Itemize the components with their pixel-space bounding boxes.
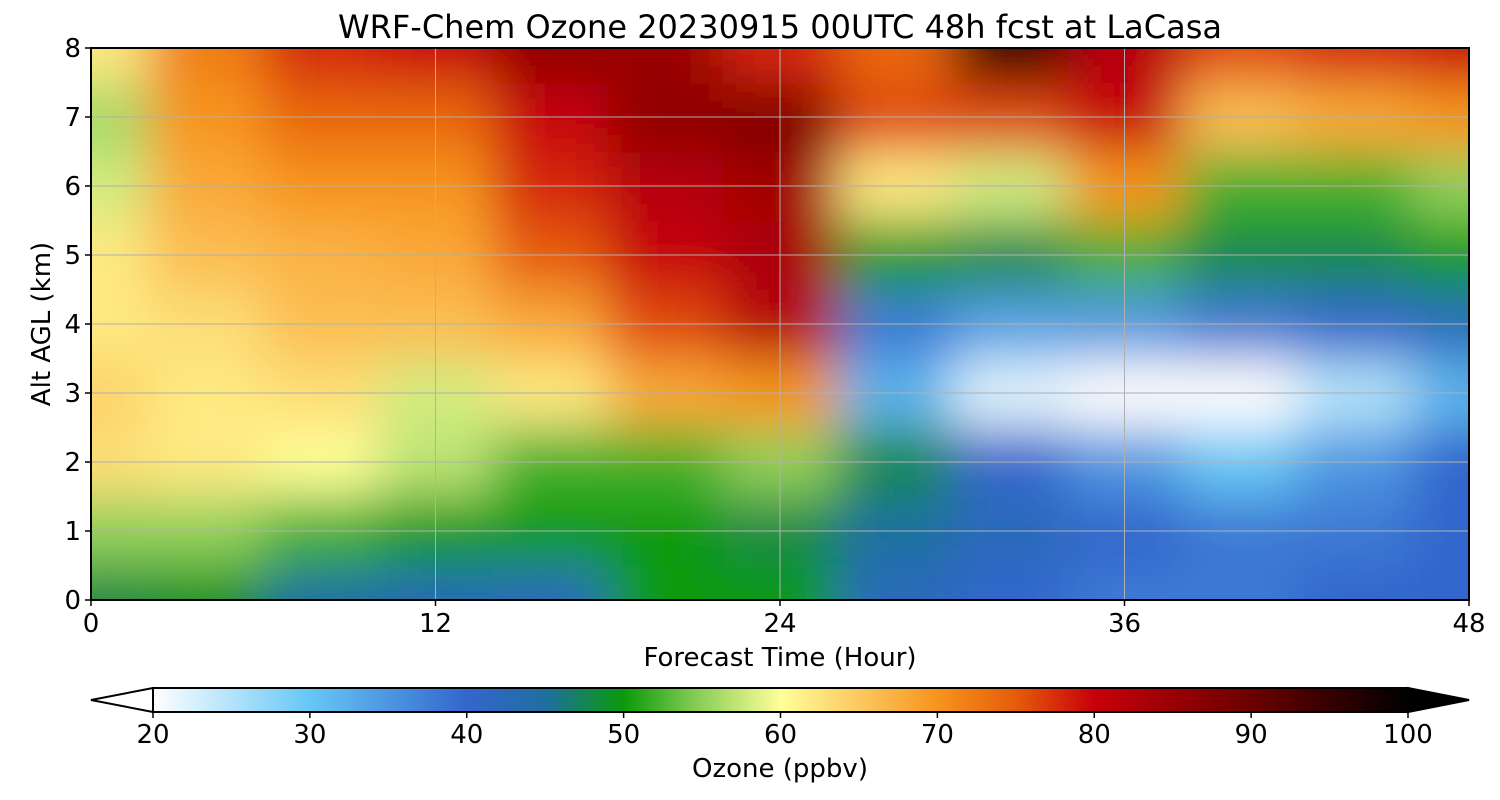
heatmap-cell [607,48,724,84]
colorbar-tick-label: 80 [1078,720,1111,750]
colorbar-extend-low [90,686,154,714]
heatmap-cell [91,565,150,600]
x-axis-ticks: 0 12 24 36 48 [83,600,1486,639]
x-tick-label: 0 [83,609,100,639]
heatmap-cell [263,565,380,600]
heatmap-cell [607,565,724,600]
y-tick-label: 1 [64,517,81,547]
y-axis-label: Alt AGL (km) [27,242,57,406]
colorbar: 20 30 40 50 60 70 80 90 100 Ozone (ppbv) [90,686,1470,784]
heatmap-cell [1181,565,1298,600]
heatmap-cell [837,48,954,84]
heatmap-cell [148,565,265,600]
heatmap-cell [952,565,1069,600]
heatmap-cell [148,48,265,84]
x-tick-label: 12 [419,609,452,639]
heatmap-cell [1411,565,1469,600]
plot-area [91,48,1469,600]
y-tick-label: 5 [64,241,81,271]
y-tick-label: 2 [64,448,81,478]
heatmap-cell [1411,48,1469,84]
heatmap-cell [492,48,609,84]
colorbar-gradient [152,687,1409,713]
y-axis-ticks: 0 1 2 3 4 5 6 7 8 [64,34,91,616]
colorbar-tick-label: 70 [921,720,954,750]
colorbar-tick-label: 50 [607,720,640,750]
colorbar-tick-label: 40 [450,720,483,750]
colorbar-tick-label: 90 [1235,720,1268,750]
colorbar-tick-label: 100 [1383,720,1433,750]
y-tick-label: 7 [64,103,81,133]
y-tick-label: 8 [64,34,81,64]
y-tick-label: 4 [64,310,81,340]
y-tick-label: 3 [64,379,81,409]
colorbar-label: Ozone (ppbv) [692,754,868,784]
y-tick-label: 0 [64,586,81,616]
colorbar-extend-high [1407,686,1470,714]
colorbar-tick-label: 30 [293,720,326,750]
heatmap-cell [1296,565,1413,600]
heatmap-cell [1181,48,1298,84]
colorbar-ticks: 20 30 40 50 60 70 80 90 100 [136,712,1433,750]
heatmap-cell [837,565,954,600]
heatmap-cell [263,48,380,84]
x-tick-label: 24 [763,609,796,639]
heatmap-cell [91,48,150,84]
colorbar-tick-label: 20 [136,720,169,750]
grid-lines [91,48,1469,600]
colorbar-tick-label: 60 [764,720,797,750]
heatmap-cell [952,48,1069,84]
x-tick-label: 36 [1108,609,1141,639]
chart-title: WRF-Chem Ozone 20230915 00UTC 48h fcst a… [338,8,1222,46]
heatmap-cell [492,565,609,600]
y-tick-label: 6 [64,172,81,202]
heatmap-cells [91,48,1469,600]
x-tick-label: 48 [1452,609,1485,639]
heatmap-cell [1296,48,1413,84]
x-axis-label: Forecast Time (Hour) [643,643,916,673]
